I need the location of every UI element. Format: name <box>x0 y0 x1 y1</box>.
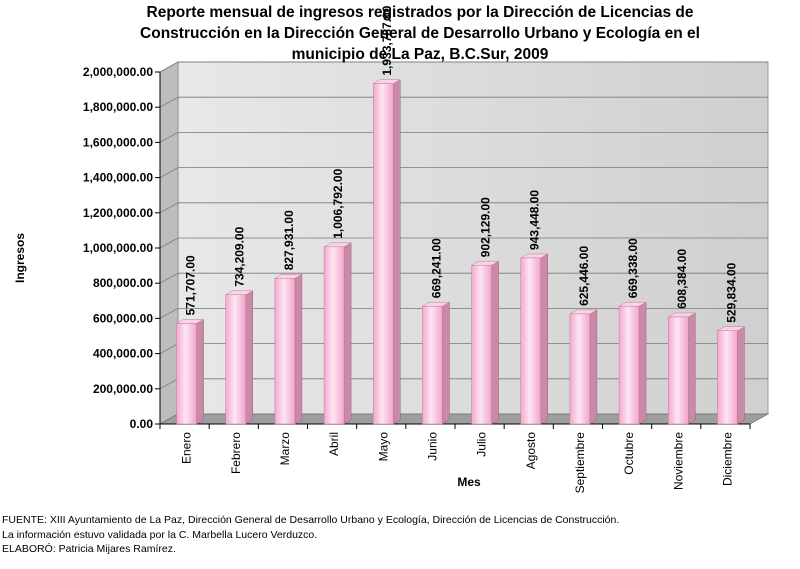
gridline <box>159 167 768 178</box>
chart-title-line: Construcción en la Dirección General de … <box>140 25 700 42</box>
x-tick-label: Septiembre <box>573 432 587 494</box>
y-tick-label: 600,000.00 <box>93 311 153 325</box>
bar-side <box>393 79 401 425</box>
bar <box>471 264 492 425</box>
bar-side <box>737 326 745 425</box>
data-label: 902,129.00 <box>479 197 493 257</box>
x-tick-label: Julio <box>475 432 489 457</box>
data-label: 1,006,792.00 <box>331 168 345 238</box>
gridline <box>159 307 768 319</box>
source-notes: FUENTE: XIII Ayuntamiento de La Paz, Dir… <box>2 513 619 557</box>
x-tick-label: Marzo <box>278 432 292 466</box>
y-axis-title: Ingresos <box>13 233 27 283</box>
bar-side <box>343 242 352 425</box>
bar-side <box>491 260 499 425</box>
gridline <box>159 96 768 108</box>
x-tick-label: Agosto <box>524 432 538 470</box>
bar <box>618 305 640 425</box>
y-tick-label: 0.00 <box>130 417 154 431</box>
data-label: 669,241.00 <box>429 238 443 298</box>
x-tick-label: Mayo <box>376 432 390 462</box>
data-label: 529,834.00 <box>724 262 738 322</box>
data-label: 734,209.00 <box>233 226 247 286</box>
data-label: 669,338.00 <box>626 238 640 298</box>
y-tick-label: 200,000.00 <box>93 382 153 396</box>
bar-side <box>294 273 303 425</box>
bar <box>274 278 296 425</box>
data-label: 827,931.00 <box>282 210 296 270</box>
x-tick-label: Enero <box>180 432 194 464</box>
y-tick-label: 1,400,000.00 <box>83 171 153 185</box>
gridline <box>159 272 768 284</box>
bar <box>422 305 443 425</box>
x-tick-label: Octubre <box>622 432 636 475</box>
y-tick-label: 2,000,000.00 <box>83 65 153 79</box>
source-note: FUENTE: XIII Ayuntamiento de La Paz, Dir… <box>2 514 620 526</box>
gridline <box>159 237 768 249</box>
chart-title-line: municipio de La Paz, B.C.Sur, 2009 <box>291 46 549 63</box>
bar-side <box>688 312 696 425</box>
validation-note: La información estuvo validada por la C.… <box>2 528 318 541</box>
data-label: 1,933,787.00 <box>380 5 394 75</box>
gridline <box>159 202 768 214</box>
x-tick-label: Diciembre <box>720 432 734 486</box>
bar-side <box>589 309 598 425</box>
x-tick-label: Junio <box>425 432 439 461</box>
gridline <box>159 131 768 143</box>
y-tick-label: 400,000.00 <box>93 347 153 361</box>
bar <box>373 83 394 425</box>
bar <box>569 313 591 425</box>
x-tick-label: Febrero <box>229 432 243 474</box>
bar <box>520 257 541 425</box>
y-tick-label: 1,800,000.00 <box>83 100 153 114</box>
gridline <box>159 61 768 73</box>
x-tick-label: Abril <box>327 432 341 456</box>
bar-side <box>638 301 647 425</box>
bar-side <box>540 253 548 425</box>
bar <box>717 330 738 425</box>
chart-title: Reporte mensual de ingresos registrados … <box>90 2 750 65</box>
data-label: 571,707.00 <box>184 255 198 315</box>
data-label: 608,384.00 <box>675 249 689 309</box>
bar <box>668 316 689 425</box>
bar <box>323 246 345 425</box>
author-note: ELABORÓ: Patricia Mijares Ramírez. <box>2 543 176 555</box>
bar-side <box>442 301 450 425</box>
y-tick-label: 800,000.00 <box>93 276 153 290</box>
bar <box>225 294 246 425</box>
bar <box>176 323 197 425</box>
x-axis-title: Mes <box>457 475 481 489</box>
bar-side <box>196 318 204 425</box>
y-tick-label: 1,000,000.00 <box>83 241 153 255</box>
y-tick-label: 1,600,000.00 <box>83 135 153 149</box>
x-tick-label: Noviembre <box>671 432 685 490</box>
data-label: 943,448.00 <box>528 190 542 250</box>
bar-side <box>245 290 253 425</box>
data-label: 625,446.00 <box>577 246 591 306</box>
y-tick-label: 1,200,000.00 <box>83 206 153 220</box>
chart-title-line: Reporte mensual de ingresos registrados … <box>146 4 694 21</box>
